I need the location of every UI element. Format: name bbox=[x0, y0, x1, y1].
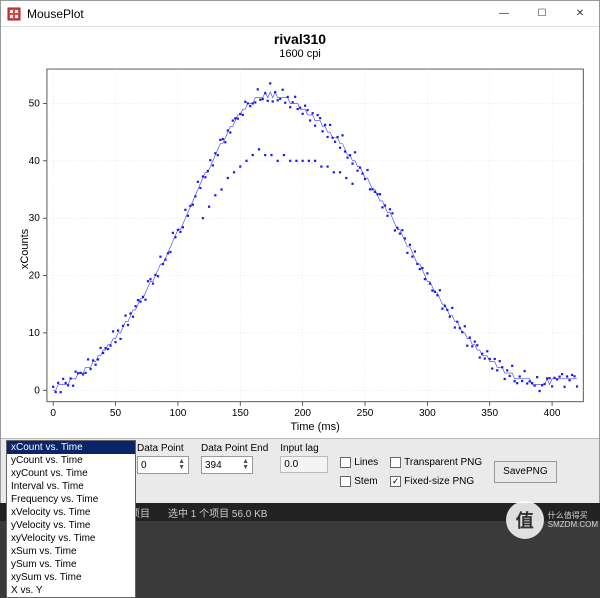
svg-text:0: 0 bbox=[34, 385, 40, 396]
plot-type-dropdown[interactable]: xCount vs. TimeyCount vs. TimexyCount vs… bbox=[6, 440, 136, 598]
input-lag-value: 0.0 bbox=[280, 456, 328, 473]
lines-checkbox[interactable] bbox=[340, 457, 351, 468]
svg-text:350: 350 bbox=[481, 408, 498, 419]
stem-checkbox[interactable] bbox=[340, 476, 351, 487]
svg-text:30: 30 bbox=[29, 213, 41, 224]
spinner-arrows-icon: ▲▼ bbox=[242, 459, 249, 471]
maximize-button[interactable]: ☐ bbox=[523, 1, 561, 26]
dropdown-item[interactable]: xVelocity vs. Time bbox=[7, 506, 135, 519]
watermark-icon: 值 bbox=[506, 501, 544, 539]
app-icon bbox=[7, 7, 21, 21]
dropdown-item[interactable]: xyVelocity vs. Time bbox=[7, 532, 135, 545]
data-point-end-spinner[interactable]: 394 ▲▼ bbox=[201, 456, 253, 474]
svg-text:10: 10 bbox=[29, 328, 41, 339]
input-lag-label: Input lag bbox=[280, 443, 328, 454]
minimize-button[interactable]: — bbox=[485, 1, 523, 26]
dropdown-item[interactable]: yVelocity vs. Time bbox=[7, 519, 135, 532]
selection-info: 选中 1 个项目 56.0 KB bbox=[168, 505, 267, 520]
svg-text:20: 20 bbox=[29, 271, 41, 282]
svg-text:150: 150 bbox=[232, 408, 249, 419]
data-point-end-label: Data Point End bbox=[201, 443, 268, 454]
dropdown-item[interactable]: Frequency vs. Time bbox=[7, 493, 135, 506]
watermark: 值 什么值得买SMZDM.COM bbox=[498, 497, 598, 543]
svg-text:50: 50 bbox=[110, 408, 122, 419]
chart-subtitle: 1600 cpi bbox=[1, 48, 599, 60]
svg-text:0: 0 bbox=[50, 408, 56, 419]
close-button[interactable]: ✕ bbox=[561, 1, 599, 26]
y-axis-label: xCounts bbox=[19, 228, 31, 268]
svg-text:250: 250 bbox=[357, 408, 374, 419]
fixed-size-png-checkbox[interactable]: ✓ bbox=[390, 476, 401, 487]
dropdown-item[interactable]: xSum vs. Time bbox=[7, 545, 135, 558]
window-title: MousePlot bbox=[27, 7, 485, 21]
svg-text:Time (ms): Time (ms) bbox=[290, 421, 339, 433]
dropdown-item[interactable]: X vs. Y bbox=[7, 584, 135, 597]
svg-text:200: 200 bbox=[294, 408, 311, 419]
dropdown-item[interactable]: xCount vs. Time bbox=[7, 441, 135, 454]
app-window: MousePlot — ☐ ✕ rival310 1600 cpi xCount… bbox=[0, 0, 600, 505]
titlebar[interactable]: MousePlot — ☐ ✕ bbox=[1, 1, 599, 27]
svg-text:300: 300 bbox=[419, 408, 436, 419]
svg-text:40: 40 bbox=[29, 156, 41, 167]
data-point-label: Data Point bbox=[137, 443, 189, 454]
data-point-start-spinner[interactable]: 0 ▲▼ bbox=[137, 456, 189, 474]
scatter-plot: 0 50 100 150 200 250 300 350 400 0 10 20 30 40 50 Time … bbox=[7, 63, 595, 434]
chart-area: rival310 1600 cpi xCounts 05010015020025… bbox=[1, 27, 599, 438]
chart-title: rival310 bbox=[1, 31, 599, 47]
dropdown-item[interactable]: xySum vs. Time bbox=[7, 571, 135, 584]
save-png-button[interactable]: SavePNG bbox=[494, 461, 556, 483]
spinner-arrows-icon: ▲▼ bbox=[178, 459, 185, 471]
dropdown-item[interactable]: xyCount vs. Time bbox=[7, 467, 135, 480]
transparent-png-checkbox[interactable] bbox=[390, 457, 401, 468]
dropdown-item[interactable]: Interval vs. Time bbox=[7, 480, 135, 493]
dropdown-item[interactable]: ySum vs. Time bbox=[7, 558, 135, 571]
dropdown-item[interactable]: yCount vs. Time bbox=[7, 454, 135, 467]
svg-text:50: 50 bbox=[29, 98, 41, 109]
svg-text:100: 100 bbox=[169, 408, 186, 419]
svg-text:400: 400 bbox=[544, 408, 561, 419]
